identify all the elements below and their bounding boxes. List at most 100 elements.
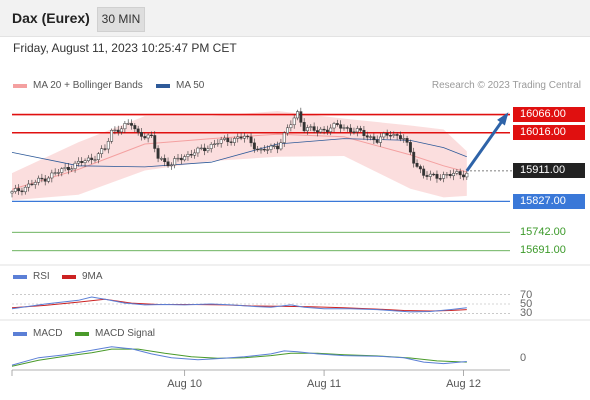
candle-body (442, 174, 446, 179)
candle-body (352, 131, 356, 133)
candle-body (249, 136, 253, 144)
legend-ma50: MA 50 (156, 80, 204, 91)
candle-body (302, 122, 306, 132)
candle-body (116, 129, 120, 133)
candle-body (246, 135, 250, 138)
legend-rsi-ma: 9MA (62, 271, 103, 282)
macd-swatch (13, 331, 27, 336)
candle-body (130, 123, 133, 126)
bollinger-swatch (13, 83, 27, 88)
candle-body (189, 154, 193, 156)
candle-body (398, 135, 402, 140)
legend-ma50-label: MA 50 (176, 80, 205, 91)
projection-arrow-line (465, 113, 508, 172)
candle-body (425, 175, 429, 177)
legend-macd-signal: MACD Signal (75, 328, 155, 339)
candle-body (325, 129, 329, 133)
macd-signal-swatch (75, 331, 89, 336)
candle-body (272, 145, 276, 148)
candle-body (80, 161, 84, 163)
candle-body (113, 129, 117, 132)
candle-body (156, 148, 160, 159)
candle-body (209, 144, 213, 149)
candle-body (339, 124, 343, 129)
candle-body (315, 130, 319, 133)
candle-body (10, 191, 14, 194)
candle-body (186, 154, 190, 157)
candle-body (342, 127, 346, 129)
candle-body (86, 157, 90, 162)
candle-body (76, 161, 80, 164)
candle-body (133, 125, 137, 130)
chart-header: Dax (Eurex) 30 MIN (0, 0, 590, 37)
legend-macd-signal-label: MACD Signal (95, 328, 156, 339)
candle-body (279, 142, 283, 150)
candle-body (452, 173, 456, 177)
candle-body (462, 174, 465, 178)
ma20-line (11, 133, 467, 190)
candle-body (252, 142, 256, 150)
candle-body (96, 153, 100, 160)
candle-body (408, 142, 412, 153)
candle-body (143, 136, 147, 139)
macd-level-label: 0 (520, 352, 527, 365)
candle-body (428, 173, 432, 177)
candle-body (335, 123, 339, 125)
candle-body (203, 147, 207, 152)
candle-body (365, 135, 369, 138)
candle-body (123, 123, 127, 130)
timeframe-button[interactable]: 30 MIN (97, 7, 145, 32)
candle-body (229, 141, 233, 143)
rsi-level-label: 70 (520, 288, 533, 301)
candle-body (43, 178, 47, 182)
ma50-swatch (156, 83, 170, 88)
candle-body (176, 157, 180, 160)
candle-body (349, 127, 353, 133)
candle-body (359, 128, 363, 131)
candle-body (13, 188, 17, 192)
candle-body (435, 173, 439, 179)
candle-body (269, 145, 273, 150)
candle-body (458, 171, 462, 176)
projection-arrowhead (497, 112, 509, 126)
candle-body (136, 128, 140, 133)
candle-body (30, 183, 34, 186)
candle-body (183, 156, 187, 161)
candle-body (166, 161, 170, 167)
candle-body (193, 152, 197, 156)
candle-body (282, 132, 286, 143)
candle-body (296, 111, 299, 119)
candle-body (392, 134, 396, 136)
candle-body (196, 147, 200, 154)
candle-body (266, 149, 270, 151)
candle-body (219, 139, 223, 144)
candle-body (199, 147, 203, 150)
candle-body (402, 138, 406, 140)
candle-body (47, 177, 50, 182)
candle-body (418, 166, 422, 170)
candle-body (173, 158, 177, 166)
candle-body (385, 133, 389, 136)
candle-body (355, 128, 359, 133)
candle-body (322, 128, 326, 131)
legend-rsi-label: RSI (33, 271, 50, 282)
candle-body (329, 127, 333, 133)
target-price-label: 15742.00 (520, 225, 566, 238)
candle-body (306, 127, 309, 132)
target-price-label: 15691.00 (520, 244, 566, 257)
candle-body (319, 128, 323, 133)
rsi-level-label: 30 (520, 307, 533, 320)
candle-body (412, 151, 416, 164)
candle-body (179, 157, 183, 161)
resistance-price-tag: 16066.00 (513, 107, 585, 123)
candle-body (40, 177, 44, 180)
chart-datetime: Friday, August 11, 2023 10:25:47 PM CET (13, 41, 237, 55)
macd-line (11, 346, 467, 366)
candle-body (70, 168, 74, 171)
instrument-title: Dax (Eurex) (12, 10, 90, 26)
candle-body (438, 178, 442, 180)
legend-macd-label: MACD (33, 328, 63, 339)
candle-body (53, 172, 57, 174)
candle-body (242, 135, 246, 139)
